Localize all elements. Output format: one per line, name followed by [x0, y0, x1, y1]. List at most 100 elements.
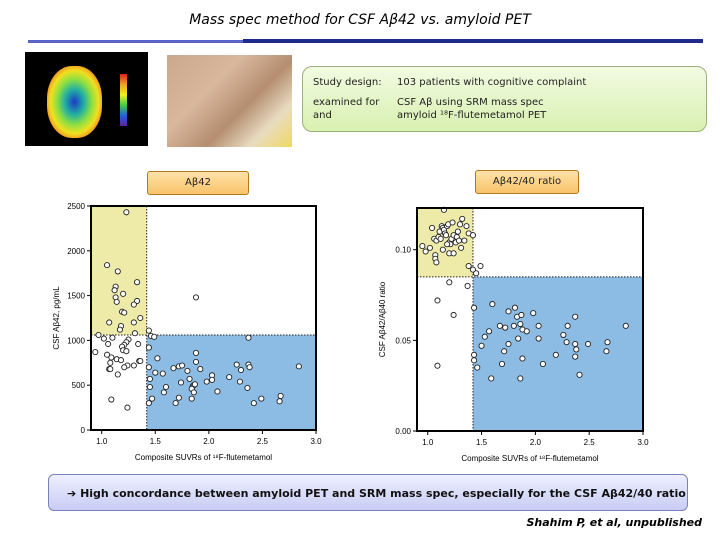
- data-point: [450, 311, 457, 319]
- data-point: [535, 322, 542, 329]
- data-point: [137, 357, 144, 365]
- data-point: [530, 310, 537, 317]
- data-point: [505, 308, 512, 315]
- data-point: [419, 243, 426, 250]
- citation: Shahim P, et al, unpublished: [526, 516, 702, 529]
- concordant-positive-region: [146, 335, 316, 430]
- data-point: [622, 322, 629, 329]
- data-point: [478, 342, 485, 349]
- data-point: [177, 379, 185, 386]
- data-point: [572, 313, 579, 320]
- arrow-right-icon: ➔: [67, 487, 77, 500]
- data-point: [108, 354, 115, 361]
- data-point: [130, 362, 137, 369]
- data-point: [131, 330, 138, 337]
- data-point: [459, 215, 466, 222]
- data-point: [295, 363, 302, 370]
- data-point: [560, 331, 567, 338]
- data-point: [511, 304, 518, 311]
- data-point: [135, 340, 142, 348]
- data-point: [152, 369, 159, 376]
- data-point: [496, 322, 503, 329]
- data-point: [92, 348, 99, 356]
- data-point: [473, 270, 480, 277]
- data-point: [192, 294, 200, 301]
- y-tick-label: 0.10: [395, 246, 411, 255]
- data-point: [145, 364, 152, 371]
- data-point: [170, 365, 177, 372]
- data-point: [116, 326, 123, 333]
- data-point: [454, 228, 461, 235]
- data-point: [192, 349, 200, 356]
- data-point: [572, 353, 579, 360]
- x-tick-label: 2.0: [530, 438, 542, 447]
- data-point: [455, 237, 463, 244]
- data-point: [488, 375, 495, 382]
- data-point: [192, 358, 200, 365]
- data-point: [159, 370, 166, 377]
- data-point: [585, 340, 592, 348]
- data-point: [456, 221, 464, 228]
- data-point: [426, 244, 433, 251]
- data-point: [464, 282, 471, 290]
- data-point: [477, 262, 484, 270]
- y-axis-label: CSF Aβ42/Aβ40 ratio: [378, 281, 387, 357]
- data-point: [117, 357, 125, 364]
- data-point: [463, 223, 470, 230]
- y-tick-label: 2500: [67, 202, 85, 211]
- data-point: [145, 344, 152, 351]
- data-point: [179, 362, 186, 369]
- data-point: [121, 364, 128, 371]
- data-point: [469, 232, 477, 239]
- data-point: [105, 340, 112, 348]
- data-point: [429, 224, 436, 231]
- data-point: [123, 209, 130, 216]
- data-point: [422, 248, 429, 255]
- data-point: [107, 366, 114, 373]
- data-point: [449, 219, 456, 226]
- x-tick-label: 2.5: [257, 437, 269, 446]
- examined-label: examined for: [313, 97, 380, 108]
- data-point: [246, 364, 253, 371]
- data-point: [114, 268, 121, 275]
- data-point: [502, 324, 509, 331]
- data-point: [446, 279, 453, 286]
- data-point: [517, 320, 524, 328]
- data-point: [146, 375, 153, 382]
- data-point: [114, 371, 121, 378]
- data-point: [154, 355, 161, 362]
- data-point: [184, 367, 191, 374]
- pet-brain-image: [25, 52, 148, 146]
- data-point: [233, 361, 240, 368]
- title-rule-light: [28, 40, 243, 43]
- data-point: [535, 335, 542, 342]
- data-point: [134, 279, 141, 286]
- data-point: [146, 383, 153, 391]
- study-design-label: Study design:: [313, 77, 382, 88]
- data-point: [434, 362, 441, 369]
- lumbar-puncture-photo: [167, 55, 292, 147]
- data-point: [237, 366, 245, 374]
- data-point: [486, 328, 493, 335]
- data-point: [130, 301, 137, 308]
- data-point: [145, 327, 152, 334]
- data-point: [107, 359, 114, 366]
- data-point: [470, 304, 478, 311]
- x-tick-label: 1.0: [422, 438, 434, 447]
- x-tick-label: 2.0: [203, 437, 215, 446]
- data-point: [137, 314, 144, 322]
- data-point: [250, 400, 257, 407]
- data-point: [539, 360, 546, 367]
- y-axis-label: CSF Aβ42, pg/mL: [52, 286, 61, 350]
- data-point: [518, 311, 525, 319]
- ratio-scatter-chart: 1.0 1.5 2.0 2.5 3.0 0.00 0.05 0.10 Composite SUV…: [378, 206, 649, 463]
- data-point: [214, 388, 221, 395]
- data-point: [258, 395, 265, 402]
- data-point: [470, 357, 478, 364]
- abeta42-40-ratio-tag: Aβ42/40 ratio: [475, 170, 579, 194]
- data-point: [106, 319, 113, 326]
- data-point: [203, 378, 210, 385]
- data-point: [145, 400, 152, 407]
- data-point: [470, 351, 478, 358]
- x-tick-label: 3.0: [637, 438, 649, 447]
